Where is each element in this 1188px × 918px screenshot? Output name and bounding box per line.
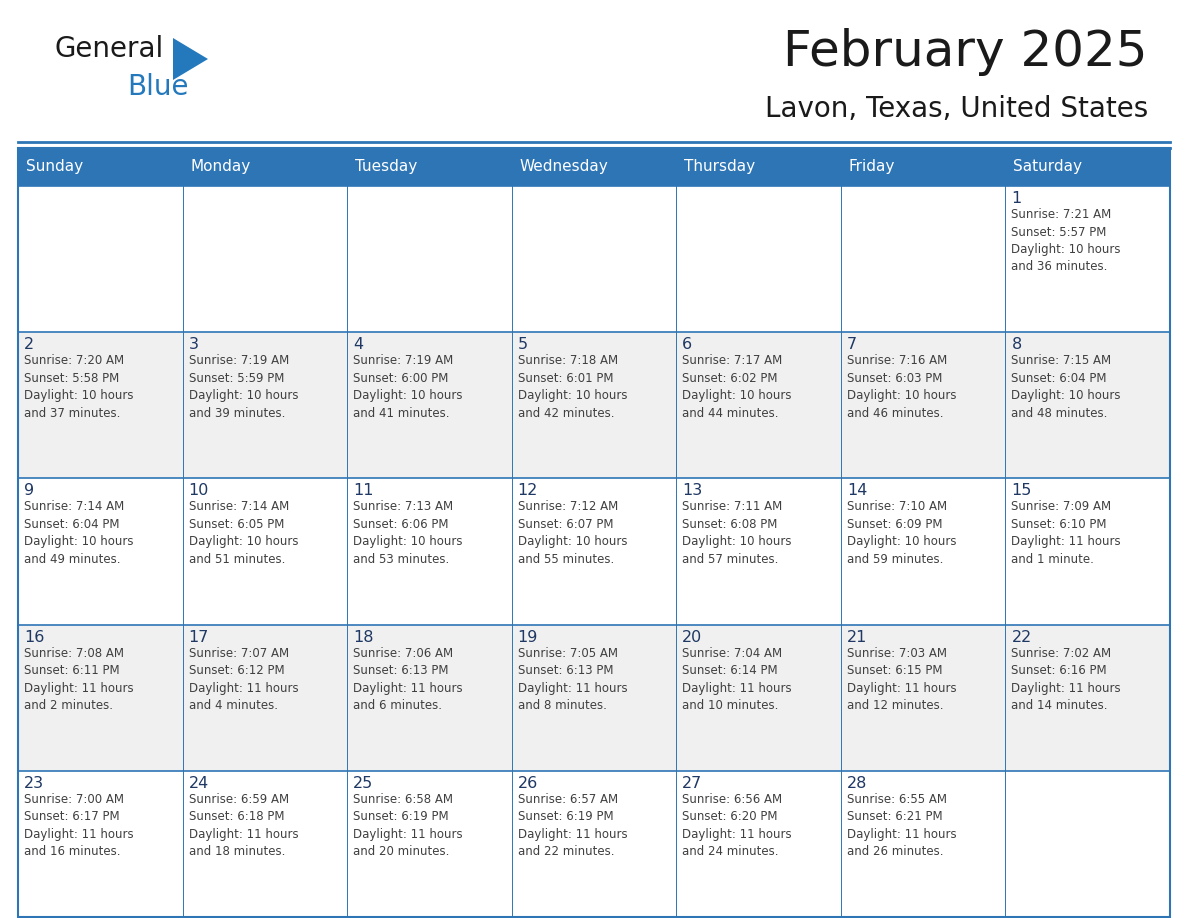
- Text: Sunrise: 6:56 AM
Sunset: 6:20 PM
Daylight: 11 hours
and 24 minutes.: Sunrise: 6:56 AM Sunset: 6:20 PM Dayligh…: [682, 793, 792, 858]
- Text: 26: 26: [518, 776, 538, 790]
- Text: General: General: [55, 35, 164, 63]
- Text: Sunrise: 7:19 AM
Sunset: 6:00 PM
Daylight: 10 hours
and 41 minutes.: Sunrise: 7:19 AM Sunset: 6:00 PM Dayligh…: [353, 354, 462, 420]
- Text: Thursday: Thursday: [684, 160, 756, 174]
- Bar: [18, 771, 1170, 917]
- Text: 16: 16: [24, 630, 44, 644]
- Text: Friday: Friday: [849, 160, 896, 174]
- Text: Sunrise: 7:09 AM
Sunset: 6:10 PM
Daylight: 11 hours
and 1 minute.: Sunrise: 7:09 AM Sunset: 6:10 PM Dayligh…: [1011, 500, 1121, 565]
- Text: Blue: Blue: [127, 73, 189, 101]
- Text: Sunrise: 7:19 AM
Sunset: 5:59 PM
Daylight: 10 hours
and 39 minutes.: Sunrise: 7:19 AM Sunset: 5:59 PM Dayligh…: [189, 354, 298, 420]
- Text: Sunrise: 6:57 AM
Sunset: 6:19 PM
Daylight: 11 hours
and 22 minutes.: Sunrise: 6:57 AM Sunset: 6:19 PM Dayligh…: [518, 793, 627, 858]
- Text: Sunrise: 7:04 AM
Sunset: 6:14 PM
Daylight: 11 hours
and 10 minutes.: Sunrise: 7:04 AM Sunset: 6:14 PM Dayligh…: [682, 646, 792, 712]
- Text: Sunrise: 6:58 AM
Sunset: 6:19 PM
Daylight: 11 hours
and 20 minutes.: Sunrise: 6:58 AM Sunset: 6:19 PM Dayligh…: [353, 793, 463, 858]
- Text: Tuesday: Tuesday: [355, 160, 417, 174]
- Text: Sunday: Sunday: [26, 160, 83, 174]
- Text: 2: 2: [24, 337, 34, 353]
- Text: 3: 3: [189, 337, 198, 353]
- Text: 9: 9: [24, 484, 34, 498]
- Text: Sunrise: 7:21 AM
Sunset: 5:57 PM
Daylight: 10 hours
and 36 minutes.: Sunrise: 7:21 AM Sunset: 5:57 PM Dayligh…: [1011, 208, 1121, 274]
- Text: Sunrise: 7:14 AM
Sunset: 6:04 PM
Daylight: 10 hours
and 49 minutes.: Sunrise: 7:14 AM Sunset: 6:04 PM Dayligh…: [24, 500, 133, 565]
- Text: 5: 5: [518, 337, 527, 353]
- Text: 7: 7: [847, 337, 857, 353]
- Text: 4: 4: [353, 337, 364, 353]
- Bar: [18, 148, 1170, 186]
- Text: Sunrise: 7:14 AM
Sunset: 6:05 PM
Daylight: 10 hours
and 51 minutes.: Sunrise: 7:14 AM Sunset: 6:05 PM Dayligh…: [189, 500, 298, 565]
- Text: 27: 27: [682, 776, 702, 790]
- Text: 1: 1: [1011, 191, 1022, 206]
- Bar: [18, 478, 1170, 624]
- Text: 12: 12: [518, 484, 538, 498]
- Text: Sunrise: 6:59 AM
Sunset: 6:18 PM
Daylight: 11 hours
and 18 minutes.: Sunrise: 6:59 AM Sunset: 6:18 PM Dayligh…: [189, 793, 298, 858]
- Text: Sunrise: 7:03 AM
Sunset: 6:15 PM
Daylight: 11 hours
and 12 minutes.: Sunrise: 7:03 AM Sunset: 6:15 PM Dayligh…: [847, 646, 956, 712]
- Text: Sunrise: 7:07 AM
Sunset: 6:12 PM
Daylight: 11 hours
and 4 minutes.: Sunrise: 7:07 AM Sunset: 6:12 PM Dayligh…: [189, 646, 298, 712]
- Text: 10: 10: [189, 484, 209, 498]
- Bar: [18, 148, 1170, 917]
- Text: Sunrise: 7:16 AM
Sunset: 6:03 PM
Daylight: 10 hours
and 46 minutes.: Sunrise: 7:16 AM Sunset: 6:03 PM Dayligh…: [847, 354, 956, 420]
- Bar: [18, 332, 1170, 478]
- Text: Sunrise: 7:18 AM
Sunset: 6:01 PM
Daylight: 10 hours
and 42 minutes.: Sunrise: 7:18 AM Sunset: 6:01 PM Dayligh…: [518, 354, 627, 420]
- Text: 24: 24: [189, 776, 209, 790]
- Text: 21: 21: [847, 630, 867, 644]
- Text: Saturday: Saturday: [1013, 160, 1082, 174]
- Text: 20: 20: [682, 630, 702, 644]
- Text: 19: 19: [518, 630, 538, 644]
- Text: Sunrise: 7:02 AM
Sunset: 6:16 PM
Daylight: 11 hours
and 14 minutes.: Sunrise: 7:02 AM Sunset: 6:16 PM Dayligh…: [1011, 646, 1121, 712]
- Text: 15: 15: [1011, 484, 1032, 498]
- Text: Sunrise: 7:15 AM
Sunset: 6:04 PM
Daylight: 10 hours
and 48 minutes.: Sunrise: 7:15 AM Sunset: 6:04 PM Dayligh…: [1011, 354, 1121, 420]
- Bar: [18, 624, 1170, 771]
- Text: 22: 22: [1011, 630, 1031, 644]
- Text: Sunrise: 7:20 AM
Sunset: 5:58 PM
Daylight: 10 hours
and 37 minutes.: Sunrise: 7:20 AM Sunset: 5:58 PM Dayligh…: [24, 354, 133, 420]
- Text: 13: 13: [682, 484, 702, 498]
- Bar: [18, 186, 1170, 332]
- Text: February 2025: February 2025: [784, 28, 1148, 76]
- Text: 14: 14: [847, 484, 867, 498]
- Text: 25: 25: [353, 776, 373, 790]
- Text: Monday: Monday: [190, 160, 251, 174]
- Text: 8: 8: [1011, 337, 1022, 353]
- Text: Lavon, Texas, United States: Lavon, Texas, United States: [765, 95, 1148, 123]
- Text: 6: 6: [682, 337, 693, 353]
- Text: Sunrise: 7:10 AM
Sunset: 6:09 PM
Daylight: 10 hours
and 59 minutes.: Sunrise: 7:10 AM Sunset: 6:09 PM Dayligh…: [847, 500, 956, 565]
- Text: 18: 18: [353, 630, 374, 644]
- Text: Sunrise: 6:55 AM
Sunset: 6:21 PM
Daylight: 11 hours
and 26 minutes.: Sunrise: 6:55 AM Sunset: 6:21 PM Dayligh…: [847, 793, 956, 858]
- Text: Sunrise: 7:05 AM
Sunset: 6:13 PM
Daylight: 11 hours
and 8 minutes.: Sunrise: 7:05 AM Sunset: 6:13 PM Dayligh…: [518, 646, 627, 712]
- Text: 11: 11: [353, 484, 374, 498]
- Text: Sunrise: 7:13 AM
Sunset: 6:06 PM
Daylight: 10 hours
and 53 minutes.: Sunrise: 7:13 AM Sunset: 6:06 PM Dayligh…: [353, 500, 462, 565]
- Text: Wednesday: Wednesday: [519, 160, 608, 174]
- Text: Sunrise: 7:17 AM
Sunset: 6:02 PM
Daylight: 10 hours
and 44 minutes.: Sunrise: 7:17 AM Sunset: 6:02 PM Dayligh…: [682, 354, 791, 420]
- Text: 17: 17: [189, 630, 209, 644]
- Polygon shape: [173, 38, 208, 80]
- Text: Sunrise: 7:08 AM
Sunset: 6:11 PM
Daylight: 11 hours
and 2 minutes.: Sunrise: 7:08 AM Sunset: 6:11 PM Dayligh…: [24, 646, 133, 712]
- Text: Sunrise: 7:11 AM
Sunset: 6:08 PM
Daylight: 10 hours
and 57 minutes.: Sunrise: 7:11 AM Sunset: 6:08 PM Dayligh…: [682, 500, 791, 565]
- Text: 28: 28: [847, 776, 867, 790]
- Text: Sunrise: 7:00 AM
Sunset: 6:17 PM
Daylight: 11 hours
and 16 minutes.: Sunrise: 7:00 AM Sunset: 6:17 PM Dayligh…: [24, 793, 133, 858]
- Text: Sunrise: 7:12 AM
Sunset: 6:07 PM
Daylight: 10 hours
and 55 minutes.: Sunrise: 7:12 AM Sunset: 6:07 PM Dayligh…: [518, 500, 627, 565]
- Text: 23: 23: [24, 776, 44, 790]
- Text: Sunrise: 7:06 AM
Sunset: 6:13 PM
Daylight: 11 hours
and 6 minutes.: Sunrise: 7:06 AM Sunset: 6:13 PM Dayligh…: [353, 646, 463, 712]
